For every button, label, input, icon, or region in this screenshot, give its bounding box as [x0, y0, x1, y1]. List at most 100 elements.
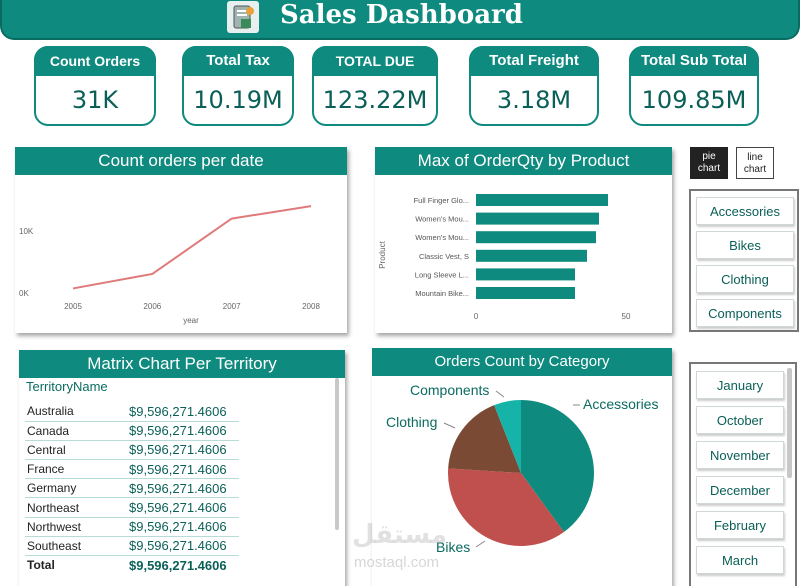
pie-chart-panel[interactable]: Orders Count by Category Accessories Bike… [352, 348, 672, 586]
pie-slice [448, 405, 521, 473]
pie-chart: Accessories Bikes Clothing Components [386, 382, 658, 555]
category-label: Women's Mou... [415, 233, 469, 242]
table-row[interactable]: Australia $9,596,271.4606 [25, 402, 239, 422]
kpi-label: TOTAL DUE [312, 46, 438, 76]
x-axis-label: year [183, 316, 199, 325]
month-slicer-scrollbar[interactable] [787, 368, 792, 478]
bar [476, 194, 608, 206]
slicer-item-january[interactable]: January [696, 371, 784, 399]
table-row[interactable]: Northwest $9,596,271.4606 [25, 517, 239, 537]
territory-value: $9,596,271.4606 [117, 421, 239, 441]
sales-report-icon [227, 1, 259, 33]
territory-name: Australia [25, 402, 117, 422]
kpi-value: 123.22M [322, 86, 428, 114]
territory-value: $9,596,271.4606 [117, 517, 239, 537]
bar [476, 212, 599, 225]
category-label: Mountain Bike... [415, 289, 469, 298]
line-chart: 0K 10K 2005 2006 2007 2008 year [19, 205, 320, 325]
watermark-text: mostaql.com [354, 554, 440, 571]
table-row[interactable]: Germany $9,596,271.4606 [25, 478, 239, 499]
pie-leader-line [475, 540, 486, 548]
pie-leader-line [443, 422, 456, 429]
matrix-title: Matrix Chart Per Territory [19, 350, 345, 378]
slicer-item-november[interactable]: November [696, 441, 784, 469]
matrix-column-header: TerritoryName [26, 379, 108, 394]
orders-series-line [72, 205, 312, 290]
category-label: Women's Mou... [415, 215, 469, 224]
table-row[interactable]: Canada $9,596,271.4606 [25, 421, 239, 441]
territory-value: $9,596,271.4606 [117, 459, 239, 480]
territory-name: Southeast [25, 536, 117, 557]
watermark-logo: مستقل [352, 520, 448, 550]
slicer-item-clothing[interactable]: Clothing [696, 265, 794, 293]
line-chart-toggle[interactable]: line chart [736, 147, 774, 179]
x-tick-label: 2005 [64, 302, 82, 311]
slicer-item-october[interactable]: October [696, 406, 784, 434]
table-row[interactable]: Central $9,596,271.4606 [25, 440, 239, 461]
x-tick-label: 2006 [143, 302, 161, 311]
page-title: Sales Dashboard [280, 0, 523, 30]
table-row[interactable]: Northeast $9,596,271.4606 [25, 497, 239, 518]
chart-title: Orders Count by Category [372, 348, 672, 376]
toggle-label: line chart [743, 152, 767, 175]
territory-value: $9,596,271.4606 [117, 478, 239, 499]
territory-name: Central [25, 440, 117, 461]
y-axis-label: Product [378, 240, 387, 268]
territory-value: $9,596,271.4606 [117, 402, 239, 422]
kpi-label: Total Freight [469, 46, 599, 76]
x-tick-label: 2007 [223, 302, 241, 311]
matrix-panel[interactable]: Matrix Chart Per Territory TerritoryName… [19, 350, 345, 586]
territory-name: France [25, 459, 117, 480]
category-slicer[interactable]: Accessories Bikes Clothing Components [689, 189, 799, 332]
category-label: Full Finger Glo... [414, 196, 469, 205]
bar [476, 268, 575, 281]
territory-value: $9,596,271.4606 [117, 536, 239, 557]
total-label: Total [27, 558, 55, 573]
territory-name: Northeast [25, 497, 117, 518]
pie-label: Clothing [386, 414, 437, 430]
x-tick-label: 2008 [302, 302, 320, 311]
bar [476, 231, 596, 244]
y-tick-label: 0K [19, 289, 29, 298]
kpi-label: Total Sub Total [629, 46, 759, 76]
slicer-item-bikes[interactable]: Bikes [696, 231, 794, 259]
pie-label: Components [410, 382, 489, 398]
kpi-value: 3.18M [496, 86, 572, 114]
category-label: Long Sleeve L... [415, 270, 469, 279]
total-value: $9,596,271.4606 [129, 557, 227, 573]
dashboard-header: Sales Dashboard [0, 0, 800, 40]
y-tick-label: 10K [19, 227, 34, 236]
slicer-item-accessories[interactable]: Accessories [696, 197, 794, 225]
territory-name: Northwest [25, 517, 117, 537]
bar-chart: Product Full Finger Glo... Women's Mou... W… [378, 194, 631, 321]
pie-label: Bikes [436, 539, 470, 555]
slicer-item-components[interactable]: Components [696, 299, 794, 327]
table-row[interactable]: France $9,596,271.4606 [25, 459, 239, 480]
territory-name: Germany [25, 478, 117, 499]
table-row[interactable]: Southeast $9,596,271.4606 [25, 536, 239, 557]
kpi-value: 10.19M [193, 86, 283, 114]
kpi-total-freight: Total Freight 3.18M [469, 46, 599, 126]
territory-value: $9,596,271.4606 [117, 440, 239, 461]
orderqty-chart-panel[interactable]: Max of OrderQty by Product Product Full F… [375, 147, 672, 333]
matrix-table: Australia $9,596,271.4606 Canada $9,596,271… [25, 402, 239, 575]
bar [476, 287, 575, 299]
matrix-scrollbar[interactable] [335, 378, 339, 530]
kpi-value: 109.85M [641, 86, 747, 114]
slicer-item-february[interactable]: February [696, 511, 784, 539]
kpi-value: 31K [71, 86, 119, 114]
category-label: Classic Vest, S [419, 252, 469, 261]
chart-title: Count orders per date [15, 147, 347, 175]
slicer-item-march[interactable]: March [696, 546, 784, 574]
month-slicer[interactable]: January October November December Februa… [689, 362, 797, 586]
pie-slice [521, 400, 594, 533]
pie-leader-line [495, 390, 505, 398]
pie-slice [494, 400, 521, 473]
total-row: Total $9,596,271.4606 [25, 556, 239, 575]
count-orders-chart-panel[interactable]: Count orders per date 0K 10K 2005 2006 2007 2… [15, 147, 347, 333]
toggle-label: pie chart [697, 151, 721, 174]
pie-chart-toggle[interactable]: pie chart [690, 147, 728, 179]
territory-value: $9,596,271.4606 [117, 497, 239, 518]
slicer-item-december[interactable]: December [696, 476, 784, 504]
kpi-total-tax: Total Tax 10.19M [182, 46, 294, 126]
